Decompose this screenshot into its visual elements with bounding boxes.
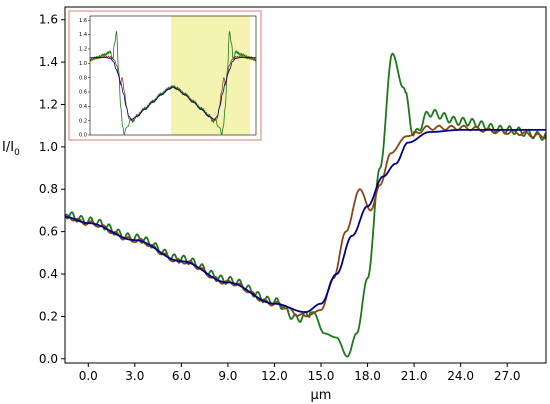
inset-y-tick-label: 0.0: [79, 133, 87, 139]
inset-y-tick-label: 0.4: [79, 104, 87, 110]
inset-plot: 0.0 0.2 0.4 0.6 0.8 1.0 1.2 1.4 1.6: [68, 10, 262, 141]
y-axis-label: I/I0: [2, 140, 20, 158]
x-tick-label: 18.0: [354, 369, 381, 383]
inset-series-line-3: [173, 57, 256, 120]
plot-lines: [64, 52, 547, 358]
plot-frame: [64, 6, 547, 364]
y-tick-label: 0.8: [39, 182, 58, 196]
x-tick-label: 3.0: [125, 369, 144, 383]
x-tick-label: 9.0: [218, 369, 237, 383]
y-tick-label: 0.2: [39, 309, 58, 323]
series-line-2: [64, 124, 547, 318]
inset-y-axis-ticks: 0.0 0.2 0.4 0.6 0.8 1.0 1.2 1.4 1.6: [79, 18, 90, 139]
x-tick-label: 12.0: [261, 369, 288, 383]
x-tick-label: 24.0: [447, 369, 474, 383]
y-tick-label: 0.0: [39, 352, 58, 366]
y-axis-ticks: 0.0 0.2 0.4 0.6 0.8 1.0 1.2 1.4 1.6: [39, 13, 65, 366]
inset-y-tick-label: 0.8: [79, 75, 87, 81]
inset-border: [68, 10, 262, 141]
inset-axes-frame: [89, 15, 257, 136]
x-tick-label: 6.0: [172, 369, 191, 383]
y-tick-label: 0.6: [39, 225, 58, 239]
x-axis-label: μm: [311, 388, 332, 403]
series-line-3: [65, 129, 546, 313]
inset-y-tick-label: 0.6: [79, 90, 87, 96]
inset-y-tick-label: 0.2: [79, 118, 87, 124]
y-tick-label: 1.6: [39, 13, 58, 27]
y-axis-label-main: I/I: [2, 140, 14, 155]
x-tick-label: 0.0: [79, 369, 98, 383]
x-tick-label: 21.0: [401, 369, 428, 383]
y-tick-label: 1.4: [39, 55, 58, 69]
inset-highlight-region: [171, 16, 250, 135]
x-tick-label: 27.0: [494, 369, 521, 383]
inset-y-tick-label: 1.4: [79, 32, 87, 38]
inset-series-line-3: [90, 57, 173, 120]
y-tick-label: 1.0: [39, 140, 58, 154]
y-tick-label: 0.4: [39, 267, 58, 281]
inset-y-tick-label: 1.2: [79, 47, 87, 53]
inset-y-tick-label: 1.0: [79, 61, 87, 67]
y-axis-label-subscript: 0: [14, 148, 20, 158]
x-tick-label: 15.0: [308, 369, 335, 383]
x-axis-ticks: 0.0 3.0 6.0 9.0 12.0 15.0 18.0 21.0 24.0 27.0: [79, 363, 521, 383]
inset-y-tick-label: 1.6: [79, 18, 87, 24]
inset-lines: [89, 30, 257, 136]
y-tick-label: 1.2: [39, 97, 58, 111]
